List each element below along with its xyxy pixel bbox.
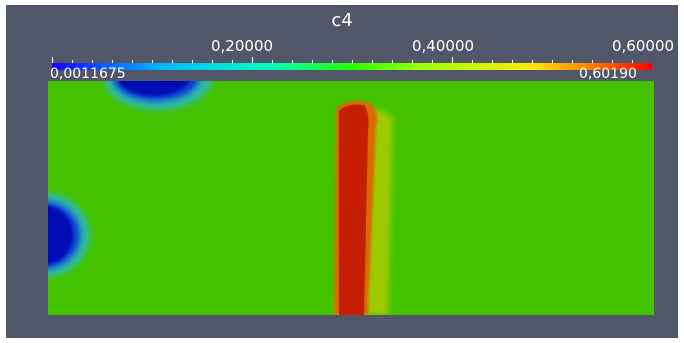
colorbar-title: c4 bbox=[331, 10, 353, 31]
colorbar-gradient bbox=[52, 63, 652, 70]
render-viewport[interactable]: c4 0,20000 0,40000 0,60000 0,0011675 0,6… bbox=[6, 5, 678, 338]
colorbar-tick-label: 0,60000 bbox=[612, 37, 675, 55]
colorbar bbox=[52, 57, 652, 70]
colorbar-range-max: 0,60190 bbox=[579, 66, 637, 82]
field-plot[interactable] bbox=[48, 81, 654, 315]
colorbar-range-min: 0,0011675 bbox=[50, 66, 126, 82]
colorbar-minor-ticks bbox=[52, 57, 633, 63]
colorbar-tick-label: 0,20000 bbox=[211, 37, 274, 55]
high-region-band bbox=[334, 101, 393, 315]
colorbar-tick-label: 0,40000 bbox=[412, 37, 475, 55]
